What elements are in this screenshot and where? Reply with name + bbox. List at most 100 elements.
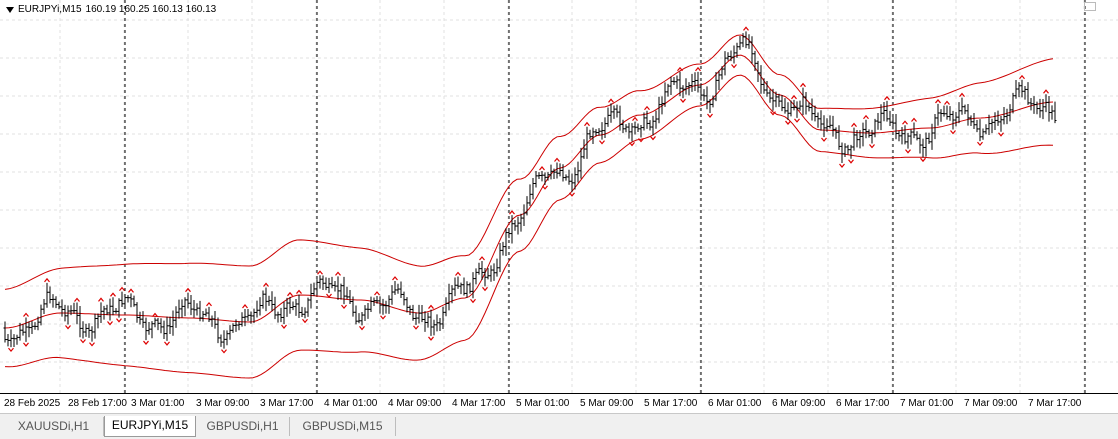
fractal-up-marker <box>695 66 701 72</box>
fractal-up-marker <box>608 98 614 103</box>
fractal-down-marker <box>380 315 386 320</box>
fractal-up-marker <box>455 271 461 276</box>
price-bar <box>66 305 70 325</box>
time-label: 6 Mar 17:00 <box>836 398 890 409</box>
price-bar <box>162 320 166 339</box>
price-bar <box>75 302 79 325</box>
price-bar <box>768 89 772 103</box>
fractal-down-marker <box>998 132 1004 137</box>
price-bar <box>24 317 28 342</box>
envelope-lower-line <box>4 74 1054 379</box>
price-bar <box>231 323 235 333</box>
fractal-up-marker <box>185 287 191 293</box>
price-bar <box>390 285 394 305</box>
price-bar <box>912 122 916 139</box>
price-bar <box>30 320 34 334</box>
fractal-down-marker <box>482 286 488 292</box>
time-label: 5 Mar 01:00 <box>516 398 570 409</box>
price-bar <box>252 308 256 323</box>
price-bar <box>351 296 355 317</box>
fractal-down-marker <box>920 157 926 163</box>
price-bar <box>195 303 199 316</box>
price-bar <box>552 168 556 179</box>
price-bar <box>690 73 694 92</box>
price-bar <box>600 122 604 140</box>
fractal-up-marker <box>884 95 890 101</box>
price-bar <box>834 127 838 139</box>
tab-eurjpyi-m15[interactable]: EURJPYi,M15 <box>104 416 196 437</box>
price-bar <box>711 95 715 108</box>
fractal-up-marker <box>632 116 638 122</box>
price-bar <box>630 123 634 142</box>
price-bar <box>885 100 889 122</box>
price-bar <box>498 242 502 273</box>
price-bar <box>468 282 472 294</box>
fractal-down-marker <box>785 120 791 125</box>
price-bar <box>849 144 853 159</box>
fractal-down-marker <box>8 347 14 353</box>
chart-area[interactable]: EURJPYi,M15 160.19 160.25 160.13 160.13 <box>0 0 1118 393</box>
fractal-down-marker <box>869 144 875 149</box>
price-bar <box>858 130 862 149</box>
price-bar <box>540 170 544 182</box>
fractal-up-marker <box>152 312 158 317</box>
price-bar <box>354 305 358 325</box>
price-bar <box>81 321 85 339</box>
price-bar <box>300 306 304 317</box>
chart-ohlc: 160.19 160.25 160.13 160.13 <box>85 4 217 15</box>
fractal-down-marker <box>599 140 605 145</box>
price-bar <box>831 115 835 137</box>
price-bar <box>1011 92 1015 114</box>
price-bar <box>618 105 622 131</box>
price-bar <box>876 113 880 130</box>
time-label: 3 Mar 09:00 <box>196 398 250 409</box>
price-bar <box>357 313 361 324</box>
price-bar <box>129 293 133 308</box>
price-bar <box>321 275 325 290</box>
collapse-triangle-icon[interactable] <box>6 6 14 13</box>
fractal-down-marker <box>107 321 113 326</box>
fractal-up-marker <box>428 304 434 309</box>
price-bar <box>297 294 301 319</box>
price-bar <box>165 316 169 341</box>
price-bar <box>756 60 760 83</box>
price-bar <box>909 129 913 145</box>
price-bar <box>1041 99 1045 120</box>
price-bar <box>708 99 712 114</box>
price-bar <box>324 277 328 291</box>
price-bar <box>225 330 229 346</box>
price-bar <box>180 299 184 318</box>
tab-gbpusdi-m15[interactable]: GBPUSDi,M15 <box>290 417 396 436</box>
price-bar <box>777 93 781 107</box>
grid-lines <box>0 0 1118 393</box>
price-bar <box>678 71 682 97</box>
price-bar <box>174 306 178 328</box>
fractal-up-marker <box>863 114 869 120</box>
price-bar <box>96 313 100 329</box>
price-bar <box>702 89 706 102</box>
price-bar <box>330 276 334 289</box>
fractal-down-marker <box>629 142 635 147</box>
price-bar <box>21 324 25 336</box>
price-bar <box>51 294 55 308</box>
fractal-down-marker <box>341 304 347 310</box>
price-chart[interactable] <box>0 0 1118 393</box>
fractal-up-marker <box>296 289 302 294</box>
price-bar <box>864 119 868 139</box>
price-bar <box>582 139 586 159</box>
price-bar <box>315 279 319 295</box>
price-bar <box>519 213 523 232</box>
fractal-up-marker <box>644 105 650 111</box>
price-bar <box>234 319 238 332</box>
price-bar <box>363 305 367 321</box>
price-bar <box>561 164 565 182</box>
tab-xauusdi-h1[interactable]: XAUUSDi,H1 <box>4 417 104 436</box>
price-bar <box>99 302 103 323</box>
tab-gbpusdi-h1[interactable]: GBPUSDi,H1 <box>196 417 290 436</box>
price-bar <box>522 204 526 227</box>
price-bar <box>303 307 307 319</box>
price-bar <box>819 110 823 131</box>
price-bar <box>687 82 691 96</box>
fractal-up-marker <box>23 312 29 317</box>
chart-shift-marker-icon[interactable] <box>1084 2 1096 11</box>
